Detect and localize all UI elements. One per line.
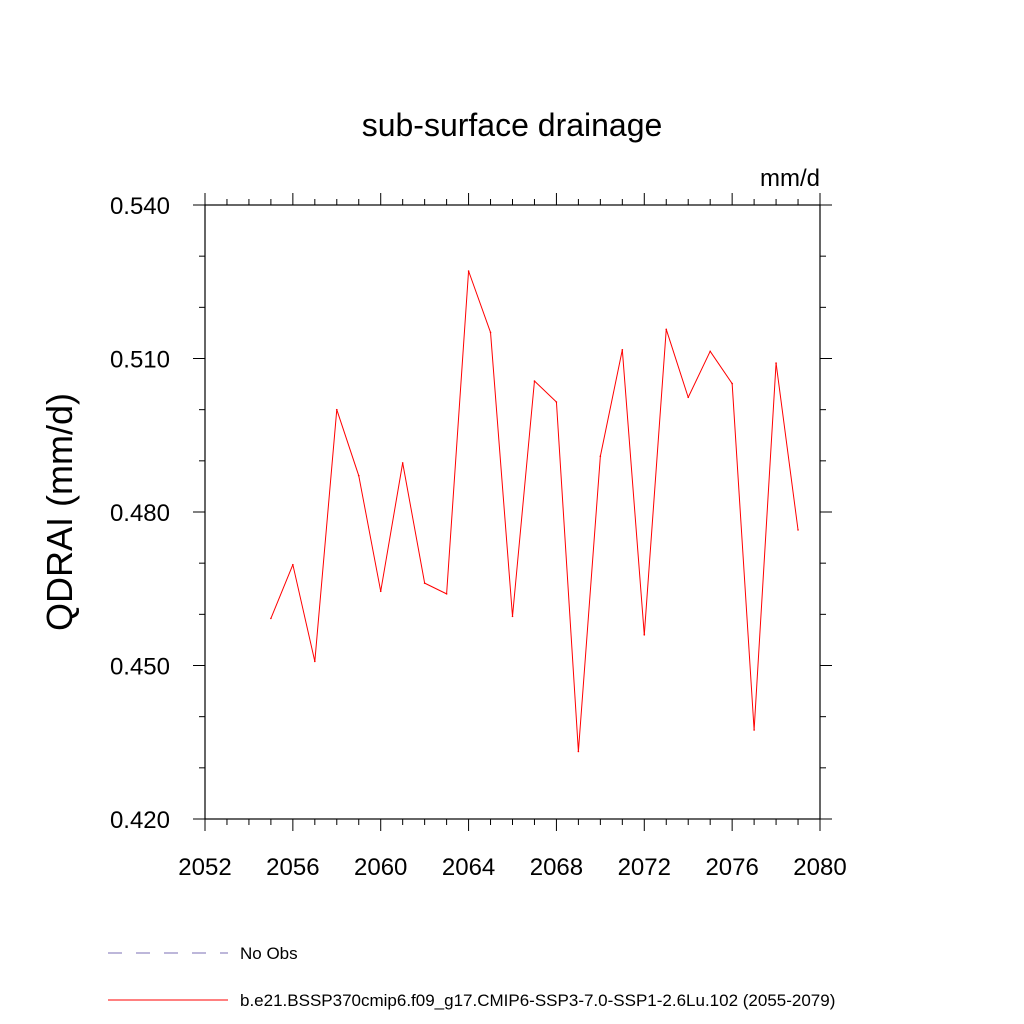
series-segment bbox=[468, 270, 492, 333]
series-segment bbox=[533, 380, 557, 403]
y-tick-label: 0.420 bbox=[110, 807, 170, 834]
series-layer bbox=[270, 270, 799, 753]
data-point bbox=[533, 380, 536, 382]
x-tick-label: 2060 bbox=[354, 854, 407, 881]
data-point bbox=[555, 401, 558, 403]
series-segment bbox=[314, 409, 338, 662]
data-point bbox=[335, 408, 338, 411]
y-tick-label: 0.540 bbox=[110, 193, 170, 220]
series-segment bbox=[402, 462, 426, 584]
units-label: mm/d bbox=[760, 165, 820, 192]
x-tick-label: 2080 bbox=[793, 854, 846, 881]
series-segment bbox=[270, 564, 294, 619]
data-point bbox=[445, 593, 448, 595]
data-point bbox=[665, 328, 668, 331]
data-point bbox=[731, 382, 733, 385]
data-point bbox=[467, 270, 470, 272]
legend-label-no-obs: No Obs bbox=[240, 944, 298, 963]
data-point bbox=[270, 617, 272, 620]
series-segment bbox=[512, 380, 535, 617]
y-tick-label: 0.510 bbox=[110, 347, 170, 374]
series-segment bbox=[621, 349, 645, 636]
series-segment bbox=[709, 350, 733, 385]
data-point bbox=[511, 615, 514, 618]
data-point bbox=[423, 582, 426, 584]
series-segment bbox=[643, 328, 667, 636]
series-segment bbox=[336, 409, 360, 477]
x-tick-label: 2072 bbox=[618, 854, 671, 881]
series-segment bbox=[665, 328, 689, 398]
data-point bbox=[709, 350, 711, 353]
data-point bbox=[357, 474, 360, 477]
data-point bbox=[621, 349, 624, 351]
x-tick-labels: 2052 2056 2060 2064 2068 2072 2076 2080 bbox=[178, 854, 846, 881]
series-segment bbox=[577, 455, 601, 752]
data-point bbox=[379, 590, 382, 593]
y-tick-labels: 0.420 0.450 0.480 0.510 0.540 bbox=[110, 193, 170, 834]
legend: No Obs b.e21.BSSP370cmip6.f09_g17.CMIP6-… bbox=[108, 944, 835, 1010]
chart-title: sub-surface drainage bbox=[362, 107, 663, 143]
series-segment bbox=[731, 383, 755, 731]
x-tick-label: 2068 bbox=[530, 854, 583, 881]
series-segment bbox=[775, 362, 799, 531]
y-tick-label: 0.450 bbox=[110, 654, 170, 681]
data-point bbox=[643, 634, 646, 636]
y-tick-label: 0.480 bbox=[110, 500, 170, 527]
series-segment bbox=[599, 349, 623, 457]
series-segment bbox=[446, 270, 470, 595]
x-tick-label: 2064 bbox=[442, 854, 495, 881]
data-point bbox=[599, 455, 602, 458]
data-point bbox=[314, 660, 316, 663]
axis-ticks bbox=[193, 193, 832, 831]
data-point bbox=[775, 362, 777, 364]
series-segment bbox=[292, 564, 316, 662]
data-point bbox=[401, 462, 404, 464]
data-point bbox=[489, 331, 492, 334]
plot-frame bbox=[204, 204, 821, 820]
series-segment bbox=[424, 582, 448, 595]
data-point bbox=[577, 750, 580, 753]
legend-label-model-run: b.e21.BSSP370cmip6.f09_g17.CMIP6-SSP3-7.… bbox=[240, 991, 835, 1010]
series-segment bbox=[490, 331, 513, 617]
series-segment bbox=[555, 401, 579, 752]
series-segment bbox=[687, 350, 711, 398]
series-segment bbox=[380, 462, 404, 592]
y-axis-label: QDRAI (mm/d) bbox=[39, 393, 80, 631]
series-segment bbox=[358, 475, 382, 592]
data-point bbox=[292, 563, 294, 566]
x-tick-label: 2056 bbox=[266, 854, 319, 881]
x-tick-label: 2052 bbox=[178, 854, 231, 881]
data-point bbox=[797, 529, 799, 531]
data-point bbox=[687, 396, 690, 399]
x-tick-label: 2076 bbox=[705, 854, 758, 881]
series-segment bbox=[753, 362, 777, 731]
data-point bbox=[753, 729, 755, 731]
